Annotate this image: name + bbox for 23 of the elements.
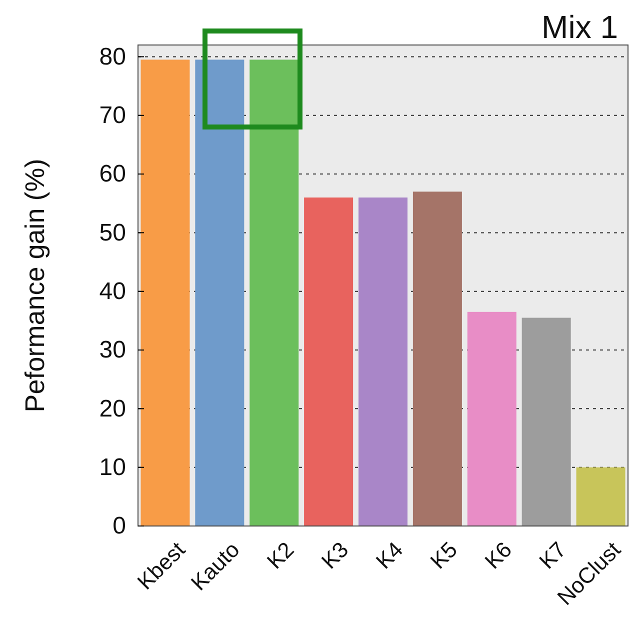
y-tick-label: 20 <box>99 395 126 422</box>
x-tick-label: K6 <box>480 536 517 574</box>
y-tick-label: 70 <box>99 102 126 130</box>
x-tick-label: K3 <box>316 536 354 574</box>
bar <box>576 467 626 526</box>
x-tick-label: K5 <box>425 536 462 574</box>
y-tick-label: 40 <box>99 278 126 306</box>
bar <box>467 312 516 526</box>
bar <box>304 198 354 526</box>
y-tick-label: 0 <box>112 512 126 540</box>
bar <box>358 198 408 526</box>
y-tick-label: 10 <box>99 454 126 482</box>
bar <box>522 318 571 526</box>
x-tick-label: K4 <box>370 536 408 574</box>
y-tick-label: 80 <box>99 43 126 70</box>
bar <box>412 192 462 526</box>
y-tick-label: 50 <box>99 219 126 246</box>
bar <box>140 60 190 526</box>
x-tick-label: K2 <box>262 536 299 574</box>
y-axis-title: Peformance gain (%) <box>20 158 50 412</box>
y-tick-label: 30 <box>99 336 126 364</box>
chart-title: Mix 1 <box>542 9 618 45</box>
y-tick-label: 60 <box>99 160 126 188</box>
